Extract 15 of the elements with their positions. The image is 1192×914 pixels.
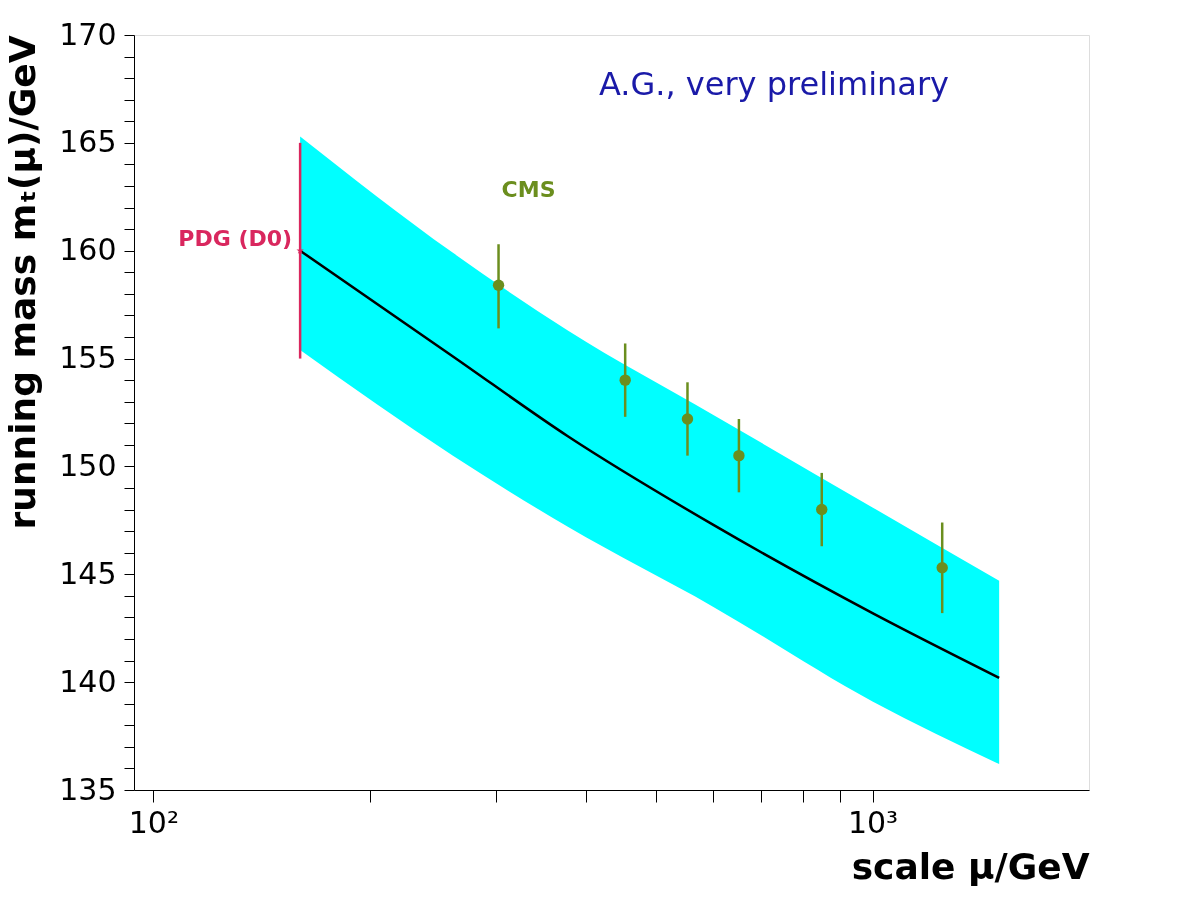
x-axis-title: scale μ/GeV <box>851 845 1090 887</box>
y-tick-label: 135 <box>59 771 117 807</box>
y-tick-label: 140 <box>59 663 117 699</box>
y-tick-label: 155 <box>59 340 117 376</box>
y-tick-label: 160 <box>59 232 117 268</box>
text: CMS <box>501 177 556 203</box>
y-axis-title: running mass mₜ(μ)/GeV <box>2 35 44 530</box>
y-tick-label: 170 <box>59 16 117 52</box>
x-tick-label: 10³ <box>847 804 899 840</box>
y-tick-label: 145 <box>59 555 117 591</box>
y-tick-label: 165 <box>59 124 117 160</box>
series-label: PDG (D0) <box>178 225 293 251</box>
y-tick-label: 150 <box>59 447 117 483</box>
annotation: A.G., very preliminary <box>599 65 949 103</box>
x-tick-label: 10² <box>128 804 179 840</box>
